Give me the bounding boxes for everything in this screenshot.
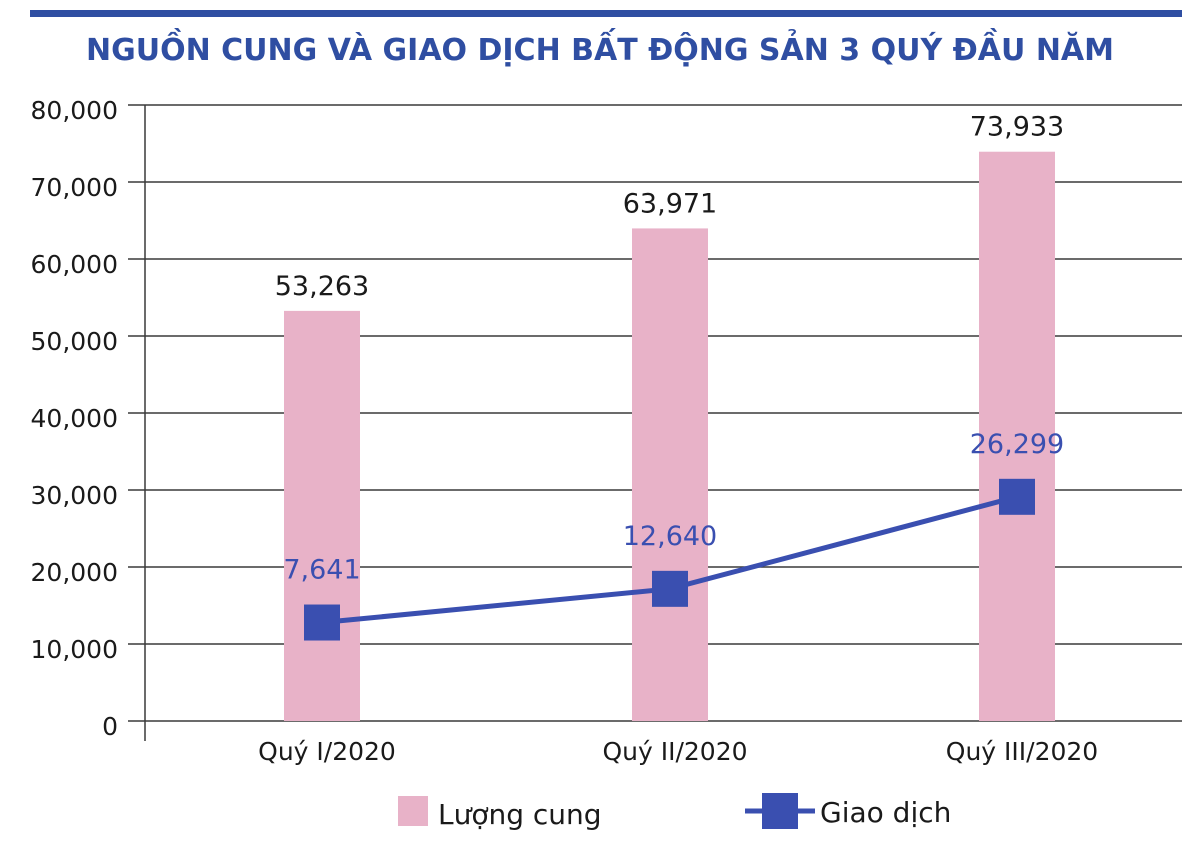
x-tick-label: Quý I/2020 [258, 737, 396, 766]
bars [284, 151, 1055, 722]
line-point [304, 604, 340, 641]
bar [284, 310, 360, 721]
y-tick-label: 40,000 [31, 404, 118, 433]
bar [632, 228, 708, 722]
line-labels: 7,641 12,640 26,299 [283, 429, 1064, 586]
bar-value-label: 73,933 [970, 112, 1064, 143]
y-tick-label: 80,000 [31, 96, 118, 125]
x-tick-label: Quý III/2020 [946, 737, 1098, 766]
bar [979, 151, 1055, 722]
bar-value-label: 53,263 [275, 271, 369, 302]
y-tick-label: 0 [102, 712, 118, 741]
legend-marker-giao-dich [762, 793, 798, 829]
bar-labels: 53,263 63,971 73,933 [275, 112, 1064, 302]
line-value-label: 7,641 [283, 555, 360, 586]
legend-swatch-luong-cung [398, 796, 428, 826]
line-value-label: 12,640 [623, 521, 717, 552]
line-value-label: 26,299 [970, 429, 1064, 460]
legend-label-giao-dich: Giao dịch [820, 796, 951, 829]
x-tick-label: Quý II/2020 [602, 737, 747, 766]
y-tick-label: 30,000 [31, 481, 118, 510]
legend: Lượng cung Giao dịch [398, 793, 951, 831]
line-series [304, 478, 1035, 641]
bar-value-label: 63,971 [623, 188, 717, 219]
y-tick-label: 70,000 [31, 173, 118, 202]
chart-title: NGUỒN CUNG VÀ GIAO DỊCH BẤT ĐỘNG SẢN 3 Q… [86, 27, 1114, 68]
y-tick-label: 60,000 [31, 250, 118, 279]
y-tick-label: 20,000 [31, 558, 118, 587]
line-point [652, 570, 688, 607]
x-tick-labels: Quý I/2020 Quý II/2020 Quý III/2020 [258, 737, 1098, 766]
y-tick-label: 10,000 [31, 635, 118, 664]
legend-label-luong-cung: Lượng cung [438, 798, 602, 831]
top-rule [30, 10, 1182, 17]
y-tick-label: 50,000 [31, 327, 118, 356]
line-point [999, 478, 1035, 515]
y-tick-labels: 80,000 70,000 60,000 50,000 40,000 30,000 20,0… [31, 96, 118, 741]
